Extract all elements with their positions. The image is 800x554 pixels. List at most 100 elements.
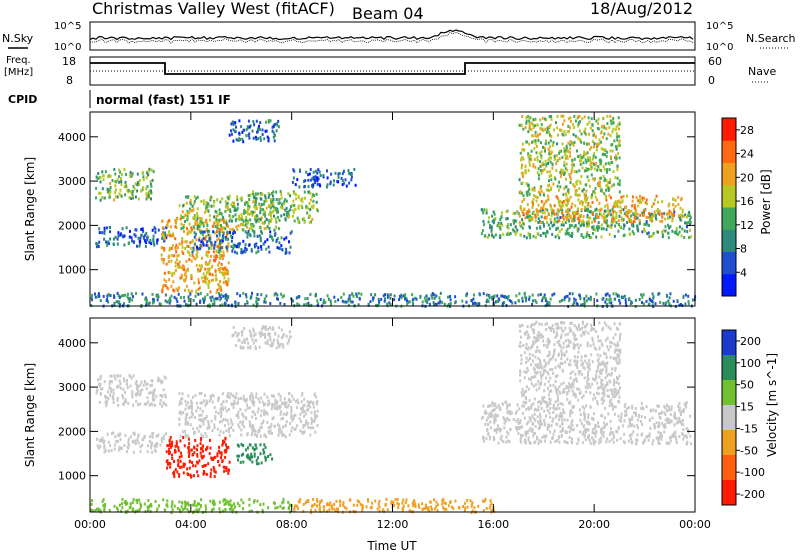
data-cell (561, 402, 564, 406)
data-cell (555, 195, 558, 199)
data-cell (218, 208, 221, 212)
data-cell (537, 420, 540, 424)
data-cell (530, 128, 533, 132)
data-cell (317, 168, 320, 172)
data-cell (556, 126, 559, 130)
data-cell (535, 199, 538, 203)
data-cell (285, 250, 287, 254)
data-cell (218, 270, 221, 273)
data-cell (289, 231, 292, 235)
data-cell (566, 156, 569, 160)
data-cell (682, 423, 685, 427)
data-cell (279, 301, 282, 305)
data-cell (269, 425, 272, 429)
data-cell (218, 250, 221, 254)
data-cell (257, 218, 260, 221)
data-cell (127, 402, 130, 405)
data-cell (248, 420, 251, 424)
data-cell (287, 403, 290, 407)
data-cell (507, 432, 510, 436)
data-cell (217, 237, 220, 241)
data-cell (661, 219, 664, 223)
data-cell (173, 475, 176, 479)
data-cell (537, 133, 539, 137)
data-cell (244, 340, 246, 344)
data-cell (267, 426, 270, 429)
data-cell (563, 164, 566, 168)
data-cell (99, 198, 102, 202)
data-cell (563, 418, 566, 422)
data-cell (208, 239, 211, 243)
data-cell (189, 241, 192, 245)
data-cell (627, 217, 630, 221)
data-cell (369, 300, 372, 304)
data-cell (596, 228, 599, 232)
data-cell (251, 291, 253, 295)
data-cell (567, 425, 570, 429)
data-cell (492, 235, 495, 239)
data-cell (210, 243, 213, 247)
data-cell (252, 120, 255, 124)
data-cell (605, 422, 608, 426)
data-cell (526, 193, 529, 197)
data-cell (666, 421, 669, 424)
data-cell (669, 225, 672, 229)
data-cell (178, 473, 181, 476)
data-cell (107, 240, 110, 244)
data-cell (657, 208, 659, 211)
data-cell (314, 169, 317, 173)
data-cell (419, 294, 422, 298)
data-cell (315, 395, 318, 399)
data-cell (617, 116, 620, 120)
data-cell (582, 236, 585, 239)
data-cell (671, 215, 674, 219)
data-cell (243, 202, 246, 206)
data-cell (581, 203, 584, 207)
data-cell (636, 426, 639, 430)
data-cell (594, 135, 597, 139)
data-cell (207, 204, 210, 208)
data-cell (224, 272, 227, 275)
data-cell (248, 243, 251, 247)
data-cell (529, 154, 532, 158)
data-cell (683, 236, 686, 239)
data-cell (220, 293, 223, 297)
data-cell (198, 236, 201, 240)
data-cell (257, 456, 259, 460)
data-cell (571, 292, 574, 296)
data-cell (608, 194, 611, 198)
data-cell (154, 403, 157, 407)
data-cell (219, 253, 222, 257)
data-cell (215, 277, 218, 281)
data-cell (506, 217, 509, 220)
data-cell (428, 297, 431, 301)
data-cell (568, 430, 571, 434)
data-cell (279, 205, 282, 209)
data-cell (213, 469, 216, 473)
data-cell (213, 406, 216, 409)
data-cell (673, 411, 676, 415)
data-cell (585, 133, 587, 137)
data-cell (559, 185, 562, 189)
data-cell (259, 426, 262, 429)
data-cell (586, 231, 589, 234)
data-cell (136, 392, 139, 396)
data-cell (226, 230, 229, 234)
data-cell (485, 211, 488, 215)
data-cell (267, 137, 270, 141)
data-cell (527, 232, 530, 236)
data-cell (212, 394, 215, 398)
data-cell (525, 210, 528, 214)
data-cell (310, 417, 313, 421)
data-cell (124, 433, 127, 437)
data-cell (632, 232, 635, 236)
data-cell (664, 413, 667, 417)
data-cell (668, 441, 671, 445)
data-cell (139, 243, 141, 247)
data-cell (207, 250, 210, 254)
data-cell (174, 468, 177, 472)
data-cell (491, 295, 494, 299)
data-cell (667, 418, 670, 422)
data-cell (642, 213, 645, 217)
data-cell (134, 441, 137, 445)
